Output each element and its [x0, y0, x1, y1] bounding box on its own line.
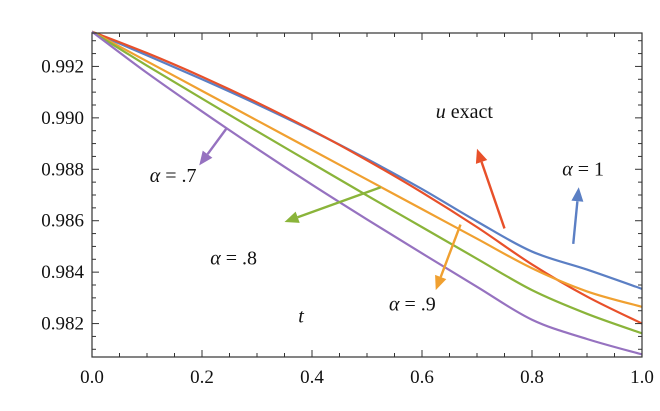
annotation-label-alpha1: α = 1: [562, 159, 604, 181]
y-tick-label: 0.990: [41, 108, 84, 129]
series-group: [91, 30, 643, 356]
series-line-alpha1: [91, 30, 643, 290]
annotation-label-alpha08: α = .8: [210, 247, 257, 269]
x-tick-label: 0.0: [80, 367, 104, 388]
annotation-label-alpha09: α = .9: [389, 294, 436, 316]
y-tick-label: 0.988: [41, 159, 84, 180]
y-tick-label: 0.982: [41, 314, 84, 335]
y-tick-label: 0.992: [41, 56, 84, 77]
annotation-label-alpha07: α = .7: [150, 165, 197, 187]
arrowhead-alpha09: [435, 274, 447, 291]
arrow-alpha07: [206, 127, 228, 155]
arrowhead-uexact: [475, 148, 488, 164]
arrow-alpha09: [439, 224, 462, 278]
x-tick-label: 0.4: [300, 367, 324, 388]
y-tick-label: 0.986: [41, 211, 84, 232]
x-tick-label: 1.0: [630, 367, 654, 388]
y-tick-label: 0.984: [41, 262, 84, 283]
tick-labels: 0.0 0.2 0.4 0.6 0.8 1.0 0.982 0.984 0.986 0.988 0.…: [41, 56, 654, 388]
tick-marks: [91, 33, 643, 357]
series-line-alpha08: [91, 30, 643, 335]
series-line-alpha07: [91, 30, 643, 356]
series-line-uexact: [91, 30, 643, 325]
arrow-uexact: [480, 161, 506, 229]
annotation-label-uexact: u exact: [436, 101, 494, 123]
arrow-alpha1: [572, 201, 579, 244]
x-axis-label: t: [298, 305, 304, 327]
x-tick-label: 0.8: [520, 367, 544, 388]
arrow-alpha08: [297, 186, 382, 219]
annotations: α = 1 u exact α = .9 α = .8 α = .7: [150, 101, 604, 316]
arrowhead-alpha08: [284, 211, 300, 223]
arrowhead-alpha1: [571, 187, 584, 202]
series-line-alpha09: [91, 30, 643, 308]
x-tick-label: 0.6: [410, 367, 434, 388]
arrowhead-alpha07: [199, 150, 213, 166]
x-tick-label: 0.2: [190, 367, 214, 388]
